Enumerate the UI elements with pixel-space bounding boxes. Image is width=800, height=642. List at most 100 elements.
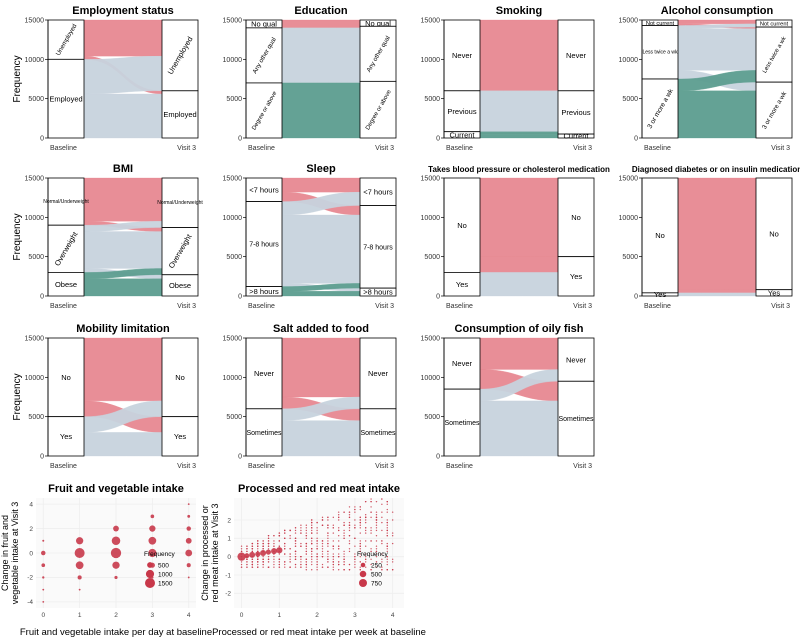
data-point-small (289, 561, 291, 563)
data-point-small (332, 540, 335, 542)
x-label-baseline: Baseline (644, 145, 671, 152)
data-point-small (311, 553, 313, 555)
data-point-small (359, 561, 361, 563)
data-point-small (391, 542, 394, 545)
data-point-small (240, 558, 243, 560)
data-point-small (327, 555, 329, 558)
data-point-small (305, 527, 308, 529)
data-point-small (267, 545, 270, 547)
data-point-small (343, 537, 345, 540)
data-point-small (359, 569, 361, 571)
data-point-small (327, 537, 329, 540)
data-point-small (327, 558, 329, 560)
x-axis-label: Fruit and vegetable intake per day at ba… (20, 627, 212, 638)
y-tick-label: 5000 (28, 254, 44, 261)
data-point-small (300, 545, 302, 547)
data-point-small (273, 553, 275, 555)
data-point-small (375, 548, 378, 550)
y-tick-label: 15000 (25, 18, 45, 25)
data-point-small (386, 503, 388, 505)
data-point-small (327, 545, 329, 547)
data-point-small (294, 563, 297, 566)
data-point-small (246, 545, 248, 547)
data-point-small (278, 545, 281, 547)
legend-swatch (359, 579, 367, 587)
data-point-small (284, 537, 286, 540)
data-point-small (251, 566, 254, 568)
stratum-right (557, 337, 595, 382)
flow-band (479, 400, 559, 457)
data-point (42, 539, 45, 542)
y-tick-label: 10000 (619, 57, 639, 64)
data-point-small (348, 529, 351, 532)
stratum-label: Not current (646, 21, 675, 27)
data-point-small (246, 566, 248, 568)
data-point-small (386, 500, 388, 503)
data-point-small (327, 561, 329, 563)
data-point-small (278, 532, 281, 534)
stratum-label: Never (452, 51, 473, 60)
y-tick-label: 5000 (424, 96, 440, 103)
data-point (186, 563, 191, 568)
stratum-label: Current (449, 130, 475, 139)
data-point-small (294, 566, 297, 568)
data-point-small (316, 563, 318, 566)
y-tick-label: 5000 (226, 414, 242, 421)
data-point-small (391, 532, 394, 534)
flows (281, 177, 361, 297)
data-point-small (240, 553, 243, 555)
stratum-label: Yes (60, 432, 72, 441)
stratum-right (359, 205, 397, 289)
data-point-small (305, 548, 308, 550)
data-point-small (262, 545, 264, 547)
data-point-small (359, 516, 361, 519)
stratum-right (161, 227, 199, 276)
data-point-small (278, 563, 281, 566)
data-point-small (300, 524, 302, 526)
data-point (187, 576, 190, 579)
y-tick-label: 10000 (223, 57, 243, 64)
legend-label: 500 (371, 571, 382, 578)
data-point-small (294, 542, 297, 545)
stratum-right (359, 337, 397, 410)
data-point-small (375, 545, 378, 547)
data-point-small (359, 508, 361, 511)
x-axis-label: Processed or red meat intake per week at… (212, 627, 426, 638)
data-point-small (278, 558, 281, 560)
data-point-small (284, 561, 286, 563)
data-point-small (305, 566, 308, 568)
y-tick-label: 0 (238, 136, 242, 143)
x-label-visit3: Visit 3 (375, 303, 394, 310)
data-point-small (267, 566, 270, 568)
stratum-label: Normal/Underweight (43, 199, 89, 205)
stratum-right (557, 256, 595, 297)
stratum-left (641, 25, 679, 80)
data-point-small (359, 553, 361, 555)
flows (83, 337, 163, 457)
data-point-small (289, 566, 291, 568)
data-point-small (273, 558, 275, 560)
data-point-small (332, 553, 335, 555)
alluvial-bmi: BMINormal/UnderweightOverweightObeseNorm… (12, 163, 203, 310)
stratum-label: No (571, 213, 581, 222)
data-point-small (257, 550, 259, 553)
flow-band (83, 432, 163, 457)
data-point (185, 549, 193, 557)
stratum-label: Sometimes (246, 430, 282, 437)
data-point-small (391, 519, 394, 521)
flow-band (677, 292, 757, 297)
data-point-small (311, 532, 313, 534)
data-point-small (246, 561, 248, 563)
y-tick-label: 0 (238, 454, 242, 461)
data-point-small (381, 558, 383, 560)
x-tick-label: 4 (391, 612, 395, 619)
flow-band (479, 337, 559, 370)
stratum-label: >8 hours (249, 287, 279, 296)
data-point (249, 551, 256, 558)
data-point-small (316, 540, 318, 542)
data-point-small (354, 563, 356, 566)
data-point-small (240, 548, 243, 550)
data-point-small (386, 561, 388, 563)
stratum-label: Normal/Underweight (157, 200, 203, 206)
data-point-small (321, 524, 324, 526)
